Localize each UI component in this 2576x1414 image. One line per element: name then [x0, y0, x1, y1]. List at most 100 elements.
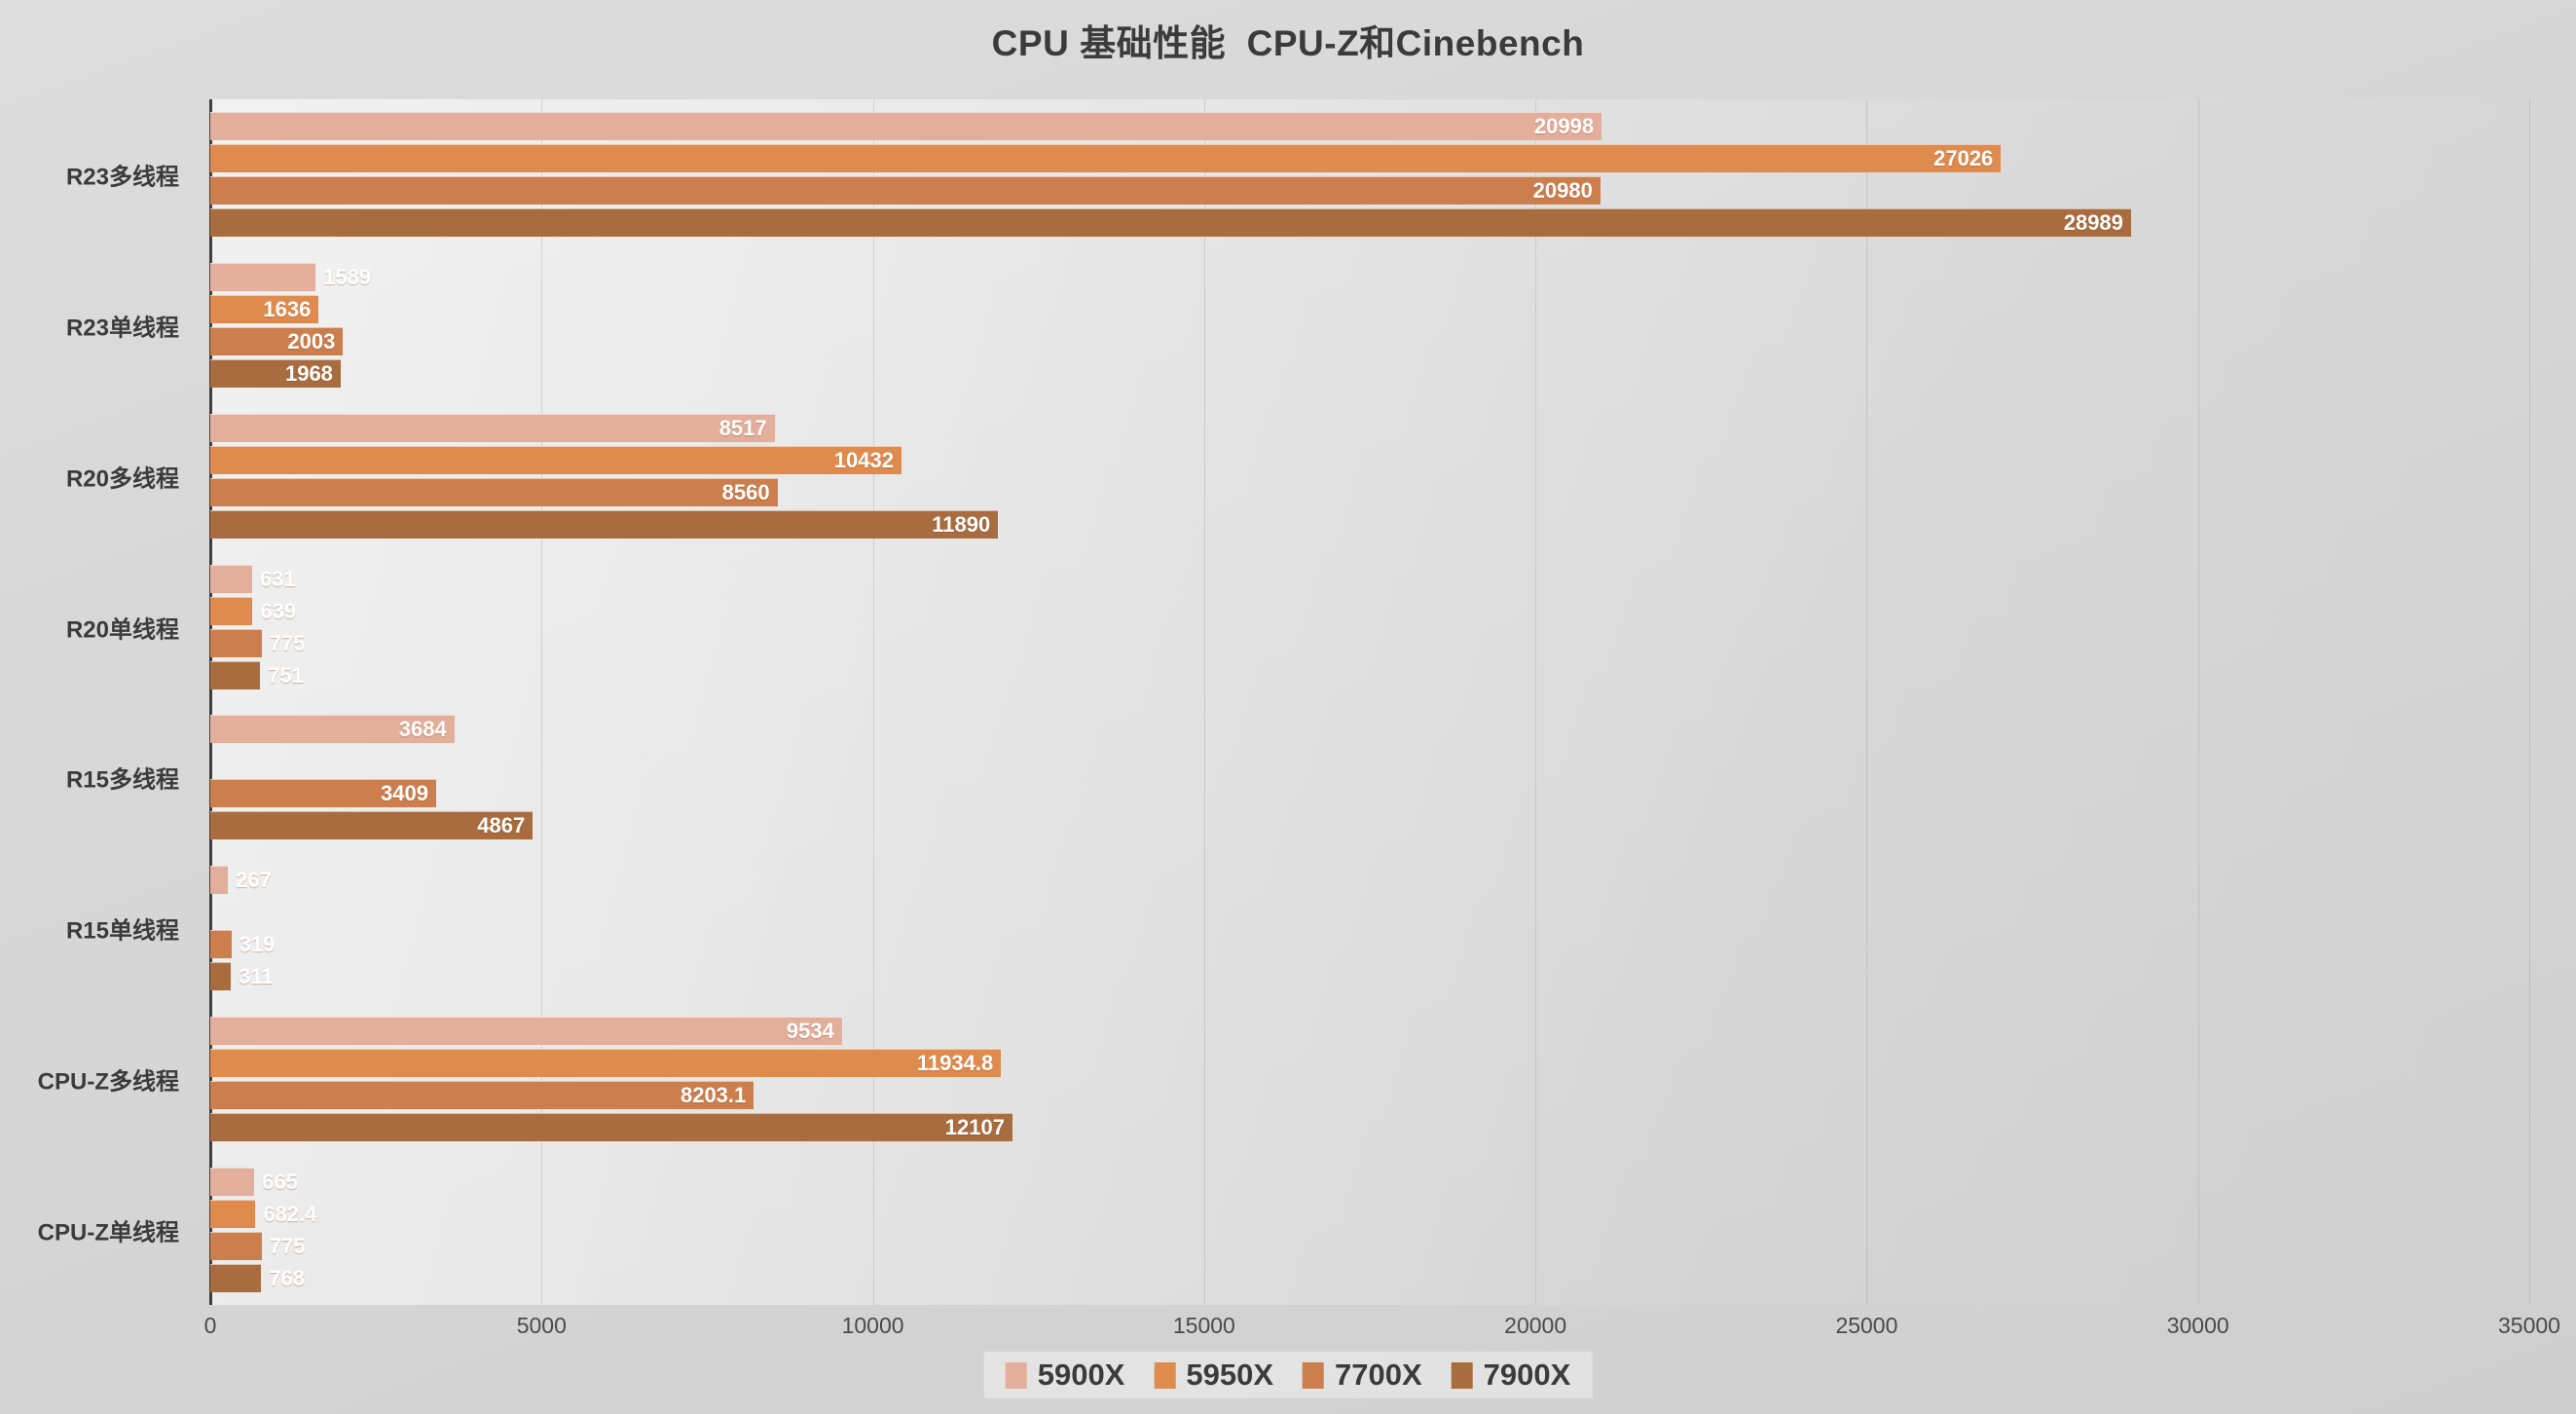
bar-row: 775 [210, 628, 2529, 657]
bar[interactable]: 682.4 [210, 1199, 317, 1228]
bar-row: 2003 [210, 327, 2529, 356]
bar-value-label: 1968 [284, 361, 333, 387]
bar[interactable]: 20980 [210, 176, 1601, 205]
bar-value-label: 639 [260, 598, 297, 623]
x-axis-tick-label: 35000 [2498, 1313, 2560, 1338]
bar[interactable]: 768 [210, 1263, 305, 1292]
bar[interactable]: 2003 [210, 327, 344, 356]
legend-item[interactable]: 7900X [1451, 1358, 1571, 1393]
legend-swatch-icon [1303, 1361, 1324, 1389]
bar[interactable]: 3409 [210, 779, 436, 808]
bar-value-label: 20980 [1532, 178, 1593, 204]
bar-row: 12107 [210, 1112, 2529, 1141]
bar[interactable]: 27026 [210, 144, 2002, 173]
bar-row: 3409 [210, 779, 2529, 808]
bar-row: 9534 [210, 1016, 2529, 1045]
bar-value-label: 2003 [287, 329, 336, 354]
bar-value-label: 28989 [2063, 210, 2123, 236]
bar-group: 665 682.4 775 768 [210, 1167, 2529, 1292]
legend-item[interactable]: 7700X [1303, 1358, 1422, 1393]
category-label: R20多线程 [65, 465, 179, 493]
legend-item[interactable]: 5950X [1154, 1358, 1273, 1393]
bar[interactable]: 9534 [210, 1016, 842, 1045]
gridline [2529, 99, 2530, 1305]
bar-row: 1968 [210, 359, 2529, 389]
bar-value-label: 11890 [932, 511, 991, 537]
bar[interactable]: 10432 [210, 445, 902, 474]
bar-row: 1589 [210, 263, 2529, 292]
bar-row: 20998 [210, 112, 2529, 141]
bar-value-label: 267 [236, 868, 272, 893]
bar-row: 27026 [210, 144, 2529, 173]
bar-value-label: 4867 [477, 813, 526, 838]
legend-swatch-icon [1154, 1361, 1176, 1389]
x-axis-tick-label: 30000 [2166, 1313, 2229, 1338]
bar-value-label: 8203.1 [680, 1082, 747, 1107]
bar[interactable]: 639 [210, 596, 296, 625]
bar-row: 28989 [210, 208, 2529, 238]
bar-row: 768 [210, 1263, 2529, 1292]
legend-label: 5950X [1186, 1358, 1273, 1392]
bar[interactable]: 12107 [210, 1112, 1012, 1141]
bar-value-label: 11934.8 [916, 1050, 994, 1075]
category-label: R20单线程 [65, 616, 179, 644]
bar-group: 9534 11934.8 8203.1 12107 [210, 1016, 2529, 1141]
bar-value-label: 775 [269, 630, 306, 655]
legend-item[interactable]: 5900X [1005, 1358, 1124, 1393]
chart-legend: 5900X 5950X 7700X 7900X [983, 1352, 1593, 1398]
legend-swatch-icon [1451, 1361, 1473, 1389]
bar[interactable]: 775 [210, 628, 305, 657]
category-label: R23单线程 [65, 315, 179, 342]
bar[interactable]: 8517 [210, 413, 775, 442]
bar[interactable]: 4867 [210, 811, 534, 840]
bar[interactable]: 267 [210, 866, 272, 895]
bar[interactable]: 631 [210, 564, 296, 593]
bar-row: 3684 [210, 715, 2529, 744]
bar-value-label: 751 [268, 662, 304, 688]
bar-row: 682.4 [210, 1199, 2529, 1228]
bar-row: 751 [210, 660, 2529, 689]
y-axis-line [209, 99, 212, 1305]
bar-row: 639 [210, 596, 2529, 625]
bar[interactable]: 665 [210, 1167, 298, 1196]
bar-row [210, 898, 2529, 926]
bar[interactable]: 8560 [210, 477, 778, 506]
bar[interactable]: 28989 [210, 208, 2131, 238]
bar[interactable]: 8203.1 [210, 1080, 754, 1109]
category-label: R15多线程 [65, 766, 179, 794]
bar-groups: 20998 27026 20980 28989 1589 1636 2003 1968 8517… [210, 99, 2529, 1305]
legend-label: 7700X [1335, 1358, 1422, 1392]
bar[interactable]: 775 [210, 1231, 305, 1260]
bar-row: 8203.1 [210, 1080, 2529, 1109]
x-axis-ticks: 0 5000 10000 15000 20000 25000 30000 35000 [204, 1305, 2560, 1350]
bar-row: 775 [210, 1231, 2529, 1260]
legend-label: 7900X [1483, 1358, 1571, 1392]
bar[interactable]: 751 [210, 660, 304, 689]
bar-value-label: 12107 [944, 1114, 1005, 1139]
bar[interactable]: 11934.8 [210, 1048, 1002, 1077]
bar-row: 11934.8 [210, 1048, 2529, 1077]
bar[interactable]: 319 [210, 930, 275, 959]
bar-group: 1589 1636 2003 1968 [210, 263, 2529, 389]
bar-row: 267 [210, 866, 2529, 895]
bar[interactable]: 20998 [210, 112, 1602, 141]
bar[interactable]: 3684 [210, 715, 455, 744]
category-label: R15单线程 [65, 917, 179, 945]
bar-value-label: 3409 [381, 781, 428, 806]
bar-row [210, 747, 2529, 775]
bar[interactable]: 1589 [210, 263, 371, 292]
bar-row: 1636 [210, 295, 2529, 324]
bar[interactable]: 311 [210, 962, 274, 991]
bar-value-label: 1589 [323, 265, 372, 290]
chart-title: CPU 基础性能 CPU-Z和Cinebench [991, 23, 1585, 63]
bar-value-label: 3684 [398, 717, 447, 742]
bar-value-label: 27026 [1933, 146, 1994, 171]
category-label: CPU-Z多线程 [37, 1068, 179, 1096]
bar-value-label: 319 [239, 932, 276, 957]
bar-group: 267 319 311 [210, 866, 2529, 991]
bar[interactable]: 1968 [210, 359, 341, 389]
x-axis-tick-label: 5000 [516, 1313, 567, 1338]
bar[interactable]: 11890 [210, 509, 999, 539]
bar[interactable]: 1636 [210, 295, 319, 324]
